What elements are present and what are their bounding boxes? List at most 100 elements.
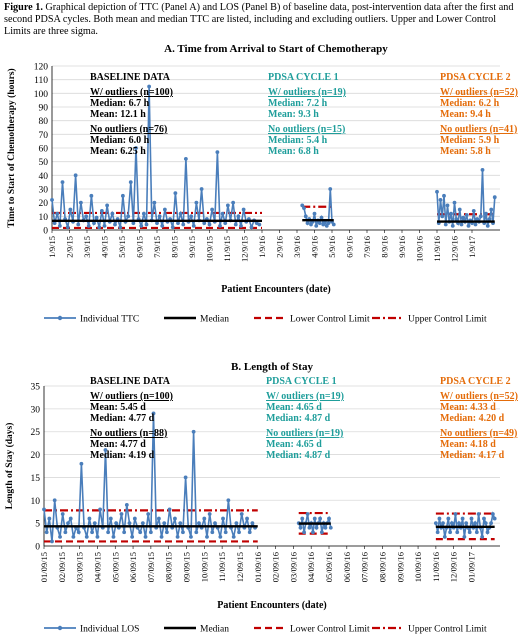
data-point — [221, 516, 225, 521]
data-point — [464, 213, 469, 217]
y-tick-label: 30 — [39, 186, 49, 196]
data-point — [90, 530, 94, 535]
y-tick-label: 15 — [31, 474, 41, 484]
data-point — [118, 225, 123, 230]
data-point — [95, 534, 100, 539]
x-tick-label: 09/09/15 — [182, 552, 192, 582]
data-point — [127, 521, 132, 526]
annotation-text: PDSA CYCLE 1 — [266, 376, 337, 387]
annotation-text: W/ outliers (n=100) — [90, 87, 173, 98]
data-point — [328, 187, 333, 191]
data-point — [55, 211, 60, 216]
data-point — [173, 516, 177, 521]
data-point — [183, 475, 188, 480]
data-point — [475, 217, 480, 221]
x-tick-label: 1/9/16 — [257, 236, 267, 258]
y-tick-label: 110 — [34, 76, 48, 86]
legend-label: Upper Control Limit — [408, 315, 487, 325]
data-point — [155, 221, 159, 226]
data-point — [124, 502, 129, 507]
data-point — [167, 507, 172, 512]
annotation-text: Mean: 9.3 h — [268, 109, 319, 120]
x-tick-label: 02/09/16 — [271, 552, 281, 582]
annotation-text: No outliers (n=41) — [440, 124, 517, 135]
x-axis-label: Patient Encounters (date) — [217, 600, 326, 611]
data-point — [113, 222, 117, 227]
data-point — [467, 530, 472, 535]
data-point — [233, 222, 238, 227]
annotation-text: Mean: 5.8 h — [440, 146, 491, 157]
y-tick-label: 20 — [39, 199, 49, 209]
x-tick-label: 3/9/15 — [82, 236, 92, 258]
annotation-text: Median: 5.4 h — [268, 135, 328, 146]
data-point — [194, 530, 199, 535]
data-point — [473, 521, 477, 526]
y-tick-label: 40 — [39, 172, 49, 182]
x-tick-label: 11/9/16 — [432, 236, 442, 262]
data-point — [490, 512, 495, 516]
x-tick-label: 7/9/16 — [362, 236, 372, 258]
x-tick-label: 8/9/15 — [170, 236, 180, 258]
data-point — [138, 530, 143, 535]
data-point — [191, 429, 196, 434]
data-point — [114, 521, 119, 526]
annotation-text: Median: 6.2 h — [440, 98, 500, 109]
x-tick-label: 12/09/15 — [235, 552, 245, 582]
caption-label: Figure 1. — [4, 2, 43, 13]
data-point — [87, 516, 92, 521]
x-tick-label: 01/09/15 — [39, 552, 49, 582]
data-point — [239, 224, 243, 228]
data-point — [202, 516, 207, 521]
data-point — [257, 222, 262, 227]
data-point — [162, 521, 167, 526]
x-tick-label: 12/09/16 — [449, 552, 459, 582]
data-point — [89, 193, 94, 198]
annotation-text: No outliers (n=49) — [440, 428, 517, 439]
annotation-text: Mean: 4.33 d — [440, 402, 496, 413]
data-point — [231, 200, 236, 205]
annotation-text: Median: 4.17 d — [440, 450, 505, 461]
data-point — [474, 530, 479, 535]
data-point — [231, 534, 236, 539]
data-point — [245, 516, 249, 521]
data-point — [92, 221, 96, 226]
data-point — [98, 507, 103, 512]
x-tick-label: 01/09/16 — [253, 552, 263, 582]
data-point — [76, 530, 81, 535]
data-point — [440, 214, 445, 219]
annotation-text: Median: 4.87 d — [266, 450, 331, 461]
data-point — [130, 534, 135, 539]
data-point — [464, 521, 469, 526]
data-point — [191, 224, 196, 228]
data-point — [485, 224, 490, 228]
data-point — [321, 222, 326, 227]
x-tick-label: 04/09/15 — [92, 552, 102, 582]
data-point — [445, 203, 450, 208]
data-point — [65, 225, 70, 230]
data-point — [236, 214, 241, 219]
data-point — [457, 521, 461, 526]
annotation-text: Median: 5.9 h — [440, 135, 500, 146]
x-tick-label: 05/09/15 — [110, 552, 120, 582]
data-point — [314, 224, 319, 228]
data-point — [165, 530, 169, 535]
data-point — [433, 521, 438, 526]
annotation-text: Median: 4.19 d — [90, 450, 155, 461]
annotation-text: PDSA CYCLE 2 — [440, 72, 511, 83]
data-point — [311, 530, 315, 535]
data-point — [103, 448, 108, 452]
data-point — [178, 521, 183, 526]
x-tick-label: 5/9/15 — [117, 236, 127, 258]
data-point — [84, 214, 89, 219]
data-point — [435, 530, 440, 535]
data-point — [466, 224, 471, 228]
series-line — [436, 169, 496, 227]
annotation-text: W/ outliers (n=100) — [90, 391, 173, 402]
data-point — [471, 208, 476, 213]
annotation-text: Mean: 9.4 h — [440, 109, 491, 120]
data-point — [151, 411, 156, 416]
data-point — [160, 224, 165, 228]
data-point — [159, 534, 164, 539]
data-point — [323, 525, 328, 530]
data-point — [241, 207, 246, 212]
